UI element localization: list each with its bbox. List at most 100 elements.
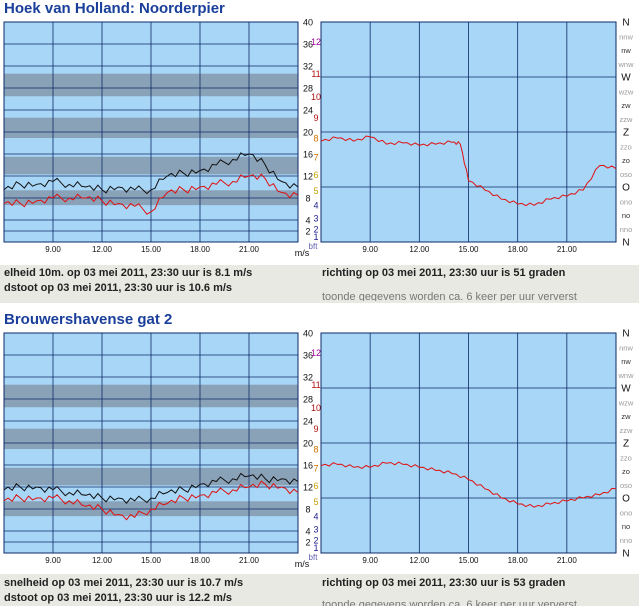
bft-tick-label: 2 <box>313 224 318 234</box>
ms-tick-label: 40 <box>303 329 313 339</box>
x-tick-label: 12.00 <box>409 245 430 254</box>
ms-tick-label: 4 <box>305 216 310 226</box>
bft-tick-label: 8 <box>313 445 318 455</box>
x-tick-label: 15.00 <box>458 245 479 254</box>
x-tick-label: 12.00 <box>409 556 430 565</box>
wind-gust-readout: dstoot op 03 mei 2011, 23:30 uur is 12.2… <box>4 592 233 604</box>
ms-tick-label: 20 <box>303 128 313 138</box>
bft-tick-label: 1 <box>313 543 318 553</box>
x-tick-label: 15.00 <box>141 245 162 254</box>
x-tick-label: 9.00 <box>362 245 378 254</box>
direction-series-line <box>320 461 617 508</box>
wind-gust-readout: dstoot op 03 mei 2011, 23:30 uur is 10.6… <box>4 282 233 294</box>
direction-tick-label: O <box>622 183 630 194</box>
refresh-note: toonde gegevens worden ca. 6 keer per uu… <box>322 599 577 606</box>
direction-tick-label: zw <box>621 412 631 421</box>
ms-tick-label: 2 <box>305 227 310 237</box>
ms-tick-label: 28 <box>303 84 313 94</box>
ms-tick-label: 20 <box>303 439 313 449</box>
bft-tick-label: 12 <box>311 348 321 358</box>
ms-tick-label: 16 <box>303 150 313 160</box>
direction-tick-label: wzw <box>618 398 634 407</box>
direction-tick-label: nw <box>621 46 631 55</box>
x-tick-label: 12.00 <box>92 556 113 565</box>
bft-tick-label: 12 <box>311 37 321 47</box>
direction-tick-label: zo <box>622 156 630 165</box>
direction-tick-label: zzw <box>620 426 634 435</box>
ms-tick-label: 40 <box>303 18 313 28</box>
direction-tick-label: O <box>622 494 630 505</box>
station-info-strip: elheid 10m. op 03 mei 2011, 23:30 uur is… <box>0 265 639 303</box>
speed-series-line <box>3 173 299 215</box>
wind-speed-readout: snelheid op 03 mei 2011, 23:30 uur is 10… <box>4 577 244 589</box>
direction-tick-label: nnw <box>619 32 633 41</box>
bft-tick-label: 5 <box>313 497 318 507</box>
bft-tick-label: 10 <box>311 92 321 102</box>
direction-tick-label: wzw <box>618 87 634 96</box>
bft-tick-label: 9 <box>313 113 318 123</box>
bft-tick-label: 11 <box>311 69 320 79</box>
bft-tick-label: 2 <box>313 535 318 545</box>
plot-border <box>320 332 617 554</box>
x-tick-label: 21.00 <box>239 556 260 565</box>
x-tick-label: 18.00 <box>190 556 211 565</box>
speed-series-line <box>3 480 299 521</box>
ms-unit-label: m/s <box>295 248 310 258</box>
direction-tick-label: zzw <box>620 115 634 124</box>
direction-tick-label: N <box>622 18 629 29</box>
bft-tick-label: 3 <box>313 524 318 534</box>
x-tick-label: 18.00 <box>508 245 529 254</box>
direction-tick-label: N <box>622 549 629 560</box>
direction-tick-label: zzo <box>620 142 632 151</box>
x-tick-label: 12.00 <box>92 245 113 254</box>
direction-tick-label: W <box>621 73 631 84</box>
direction-tick-label: wnw <box>617 60 634 69</box>
bft-unit-label: bft <box>309 242 319 251</box>
station-title: Brouwershavense gat 2 <box>4 311 173 328</box>
direction-tick-label: ono <box>620 508 633 517</box>
ms-unit-label: m/s <box>295 559 310 569</box>
wind-speed-readout: elheid 10m. op 03 mei 2011, 23:30 uur is… <box>4 267 253 279</box>
ms-tick-label: 4 <box>305 527 310 537</box>
direction-tick-label: no <box>622 211 630 220</box>
direction-tick-label: N <box>622 329 629 340</box>
refresh-note: toonde gegevens worden ca. 6 keer per uu… <box>322 291 577 301</box>
ms-tick-label: 2 <box>305 538 310 548</box>
direction-tick-label: N <box>622 238 629 249</box>
ms-tick-label: 16 <box>303 461 313 471</box>
gust-series-line <box>3 472 299 504</box>
direction-tick-label: zw <box>621 101 631 110</box>
ms-tick-label: 12 <box>303 172 313 182</box>
bft-tick-label: 6 <box>313 481 318 491</box>
station-title: Hoek van Holland: Noorderpier <box>4 0 225 17</box>
plot-border <box>3 21 299 243</box>
x-tick-label: 9.00 <box>45 245 61 254</box>
gust-series-line <box>3 152 299 195</box>
bft-tick-label: 8 <box>313 134 318 144</box>
ms-tick-label: 8 <box>305 194 310 204</box>
ms-tick-label: 32 <box>303 373 313 383</box>
plot-border <box>3 332 299 554</box>
direction-tick-label: zzo <box>620 453 632 462</box>
direction-tick-label: nno <box>620 225 633 234</box>
bft-tick-label: 9 <box>313 424 318 434</box>
direction-tick-label: W <box>621 384 631 395</box>
ms-tick-label: 8 <box>305 505 310 515</box>
x-tick-label: 18.00 <box>190 245 211 254</box>
bft-tick-label: 4 <box>313 201 318 211</box>
direction-tick-label: Z <box>623 128 629 139</box>
ms-tick-label: 32 <box>303 62 313 72</box>
x-tick-label: 9.00 <box>362 556 378 565</box>
direction-series-line <box>320 135 617 207</box>
plot-border <box>320 21 617 243</box>
x-tick-label: 18.00 <box>508 556 529 565</box>
ms-tick-label: 36 <box>303 351 313 361</box>
bft-tick-label: 7 <box>313 152 318 162</box>
x-tick-label: 15.00 <box>141 556 162 565</box>
ms-tick-label: 36 <box>303 40 313 50</box>
direction-tick-label: Z <box>623 439 629 450</box>
